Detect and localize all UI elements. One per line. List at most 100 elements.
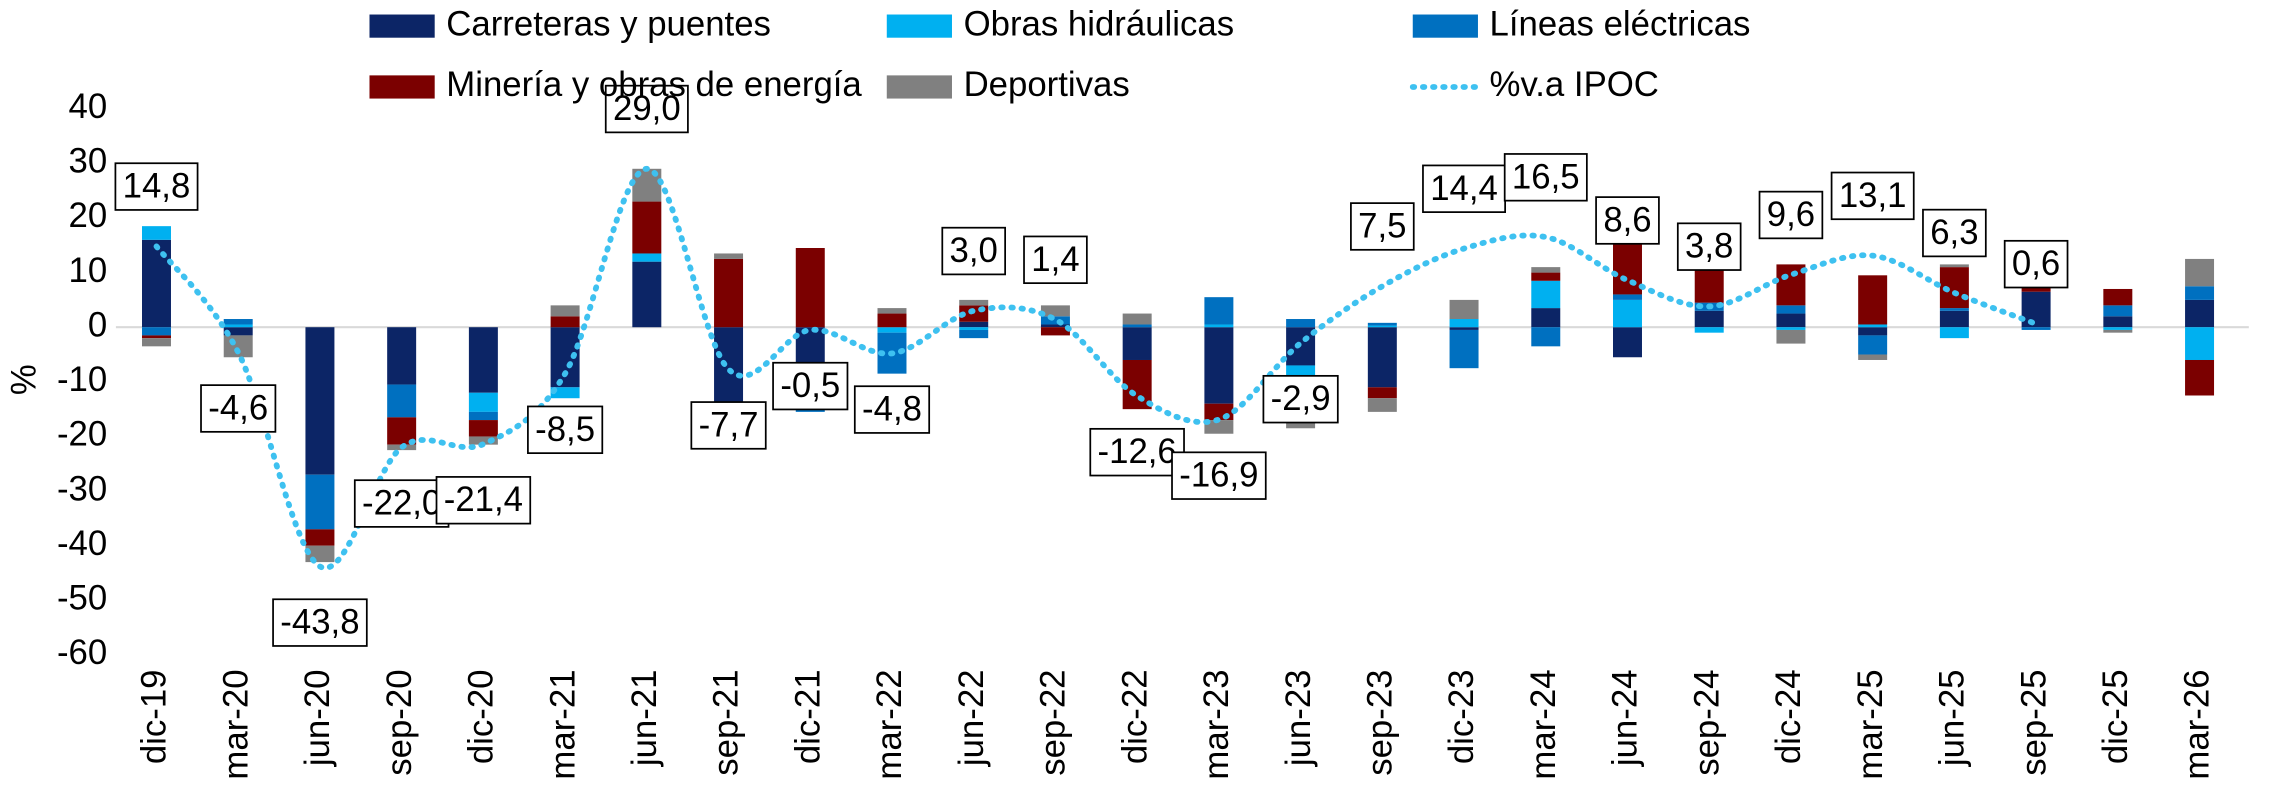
bar-segment xyxy=(2185,327,2215,360)
bar-segment xyxy=(1449,319,1479,328)
bar-segment xyxy=(795,248,825,328)
bar-segment xyxy=(1531,327,1561,347)
bar-segment xyxy=(142,338,171,347)
bar-segment xyxy=(468,420,498,437)
y-tick-label: 30 xyxy=(69,143,108,181)
bar-segment xyxy=(1040,316,1070,325)
bar-segment xyxy=(1939,308,1969,311)
x-tick-label: dic-25 xyxy=(2097,669,2135,764)
bar-segment xyxy=(142,226,171,240)
legend-label: %v.a IPOC xyxy=(1490,66,1659,104)
bar-segment xyxy=(959,321,989,328)
data-label: -7,7 xyxy=(699,406,759,444)
x-tick-label: mar-25 xyxy=(1852,669,1890,779)
bar-segment xyxy=(142,327,171,336)
data-label: -2,9 xyxy=(1271,380,1331,418)
bar-segment xyxy=(305,529,335,546)
x-tick-label: sep-21 xyxy=(708,669,746,775)
bar-segment xyxy=(1531,280,1561,309)
bar-segment xyxy=(2103,327,2133,330)
legend-label: Obras hidráulicas xyxy=(964,5,1235,43)
x-tick-label: jun-22 xyxy=(953,669,991,767)
data-label: 14,8 xyxy=(123,168,191,206)
x-tick-label: dic-23 xyxy=(1443,669,1481,764)
x-tick-label: jun-24 xyxy=(1607,669,1645,767)
data-label-box xyxy=(1758,190,1824,240)
data-label-box xyxy=(1595,196,1660,245)
bar-segment xyxy=(1122,327,1152,360)
bar-segment xyxy=(1939,264,1969,268)
data-label: 9,6 xyxy=(1767,196,1815,234)
bar-segment xyxy=(1613,299,1642,328)
y-tick-label: -60 xyxy=(57,634,107,672)
y-tick-label: -40 xyxy=(57,525,107,563)
bar-segment xyxy=(1776,327,1806,330)
bar-segment xyxy=(2103,288,2133,306)
data-label-box xyxy=(1676,222,1742,271)
bar-segment xyxy=(959,299,989,306)
bar-segment xyxy=(1776,264,1806,306)
data-label-box xyxy=(527,405,604,455)
bar-segment xyxy=(877,313,907,328)
x-tick-label: jun-20 xyxy=(299,669,337,767)
bar-segment xyxy=(2185,258,2215,287)
bar-segment xyxy=(305,327,335,475)
bar-segment xyxy=(142,335,171,339)
bar-segment xyxy=(468,436,498,445)
bar-segment xyxy=(2021,327,2051,330)
legend-swatch xyxy=(1412,14,1478,38)
data-label-box xyxy=(2003,239,2069,289)
bar-segment xyxy=(1204,420,1234,434)
bar-segment xyxy=(1939,327,1969,339)
y-axis-label: % xyxy=(5,364,43,395)
bar-segment xyxy=(223,327,253,336)
x-tick-label: jun-23 xyxy=(1280,669,1318,767)
x-tick-label: jun-21 xyxy=(626,669,664,767)
bar-segment xyxy=(877,308,907,314)
data-label: 0,6 xyxy=(2012,245,2060,283)
bar-segment xyxy=(468,411,498,421)
legend-label: Deportivas xyxy=(964,66,1130,104)
bar-segment xyxy=(1204,327,1234,404)
data-label-box xyxy=(1830,171,1915,221)
bar-segment xyxy=(1776,305,1806,314)
bar-segment xyxy=(632,253,662,262)
x-tick-label: sep-24 xyxy=(1688,669,1726,775)
bar-segment xyxy=(1694,310,1724,328)
bar-segment xyxy=(1367,325,1397,328)
data-label: 3,0 xyxy=(950,232,998,270)
legend-swatch xyxy=(886,75,952,99)
bar-segment xyxy=(387,384,417,418)
x-tick-label: mar-26 xyxy=(2179,669,2217,779)
y-tick-label: 20 xyxy=(69,197,108,235)
data-label-box xyxy=(772,361,849,411)
data-label: 13,1 xyxy=(1839,177,1907,215)
bar-segment xyxy=(1531,267,1561,273)
bar-segment xyxy=(1858,275,1888,325)
legend-swatch xyxy=(369,14,435,38)
data-label-box xyxy=(1922,208,1987,258)
data-label-box xyxy=(1171,451,1267,500)
legend-label: Líneas eléctricas xyxy=(1490,5,1751,43)
bar-segment xyxy=(223,324,253,328)
bar-segment xyxy=(2185,286,2215,300)
data-label: -22,0 xyxy=(362,485,441,523)
data-label-box xyxy=(1262,374,1339,424)
data-label: 14,4 xyxy=(1430,170,1498,208)
data-label-box xyxy=(353,479,450,528)
y-tick-label: -30 xyxy=(57,470,107,508)
x-tick-label: dic-19 xyxy=(136,669,174,764)
bar-segment xyxy=(1858,354,1888,360)
y-tick-label: 0 xyxy=(88,306,107,344)
bar-segment xyxy=(387,327,417,385)
data-label-box xyxy=(604,84,689,134)
bar-segment xyxy=(632,201,662,254)
x-tick-label: mar-23 xyxy=(1198,669,1236,779)
y-tick-label: 10 xyxy=(69,252,108,290)
bar-segment xyxy=(714,253,744,259)
x-tick-label: mar-22 xyxy=(871,669,909,779)
bar-segment xyxy=(223,319,253,325)
bar-segment xyxy=(1858,335,1888,355)
bar-segment xyxy=(1122,359,1152,410)
